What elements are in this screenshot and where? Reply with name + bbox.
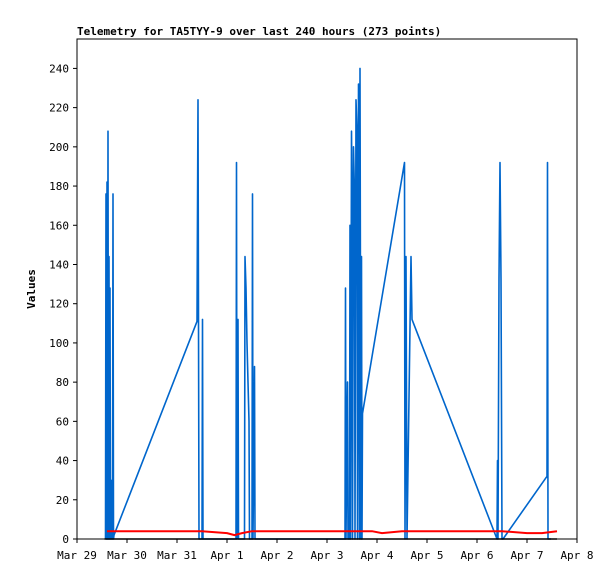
y-tick-label: 80 <box>56 376 69 389</box>
y-tick-label: 40 <box>56 455 69 468</box>
x-tick-label: Mar 30 <box>107 549 147 562</box>
y-tick-label: 160 <box>49 219 69 232</box>
y-tick-label: 120 <box>49 298 69 311</box>
axes: 0 20 40 60 80 100 120 140 160 180 200 220 240 Mar 29 M… <box>49 38 594 562</box>
y-tick-label: 0 <box>62 533 69 546</box>
y-axis-label: Values <box>25 269 38 309</box>
x-tick-label: Apr 2 <box>260 549 293 562</box>
y-tick-label: 240 <box>49 62 69 75</box>
y-tick-label: 180 <box>49 180 69 193</box>
chart-title: Telemetry for TA5TYY-9 over last 240 hou… <box>77 25 441 38</box>
y-tick-label: 200 <box>49 141 69 154</box>
x-tick-label: Apr 3 <box>310 549 343 562</box>
x-tick-label: Mar 31 <box>157 549 197 562</box>
y-tick-label: 60 <box>56 415 69 428</box>
y-tick-label: 100 <box>49 337 69 350</box>
x-tick-label: Apr 4 <box>360 549 393 562</box>
x-tick-label: Apr 8 <box>560 549 593 562</box>
x-tick-label: Apr 5 <box>410 549 443 562</box>
y-tick-label: 140 <box>49 258 69 271</box>
y-tick-label: 20 <box>56 494 69 507</box>
x-tick-label: Apr 6 <box>460 549 493 562</box>
x-tick-label: Mar 29 <box>57 549 97 562</box>
series-line-1 <box>104 67 551 540</box>
x-tick-label: Apr 7 <box>510 549 543 562</box>
y-tick-label: 220 <box>49 102 69 115</box>
series-line-2 <box>107 530 558 537</box>
x-tick-label: Apr 1 <box>210 549 243 562</box>
